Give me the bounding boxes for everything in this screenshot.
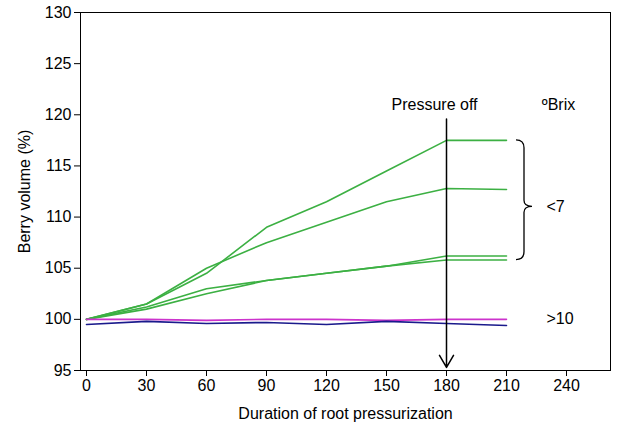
svg-text:>10: >10 <box>547 310 574 327</box>
svg-text:100: 100 <box>45 310 72 327</box>
svg-text:60: 60 <box>198 377 216 394</box>
svg-text:240: 240 <box>553 377 580 394</box>
svg-text:Pressure off: Pressure off <box>392 96 479 113</box>
svg-text:95: 95 <box>54 362 72 379</box>
svg-text:180: 180 <box>433 377 460 394</box>
svg-text:<7: <7 <box>547 198 565 215</box>
svg-text:150: 150 <box>373 377 400 394</box>
svg-text:210: 210 <box>493 377 520 394</box>
svg-text:120: 120 <box>313 377 340 394</box>
svg-text:110: 110 <box>46 208 72 225</box>
svg-text:120: 120 <box>45 106 72 123</box>
svg-text:130: 130 <box>45 4 72 21</box>
svg-text:Berry volume (%): Berry volume (%) <box>16 130 33 254</box>
svg-text:ºBrix: ºBrix <box>542 96 575 113</box>
svg-text:0: 0 <box>82 377 91 394</box>
svg-text:115: 115 <box>46 157 72 174</box>
svg-text:Duration of root pressurizatio: Duration of root pressurization <box>238 405 452 422</box>
svg-text:90: 90 <box>258 377 276 394</box>
svg-text:125: 125 <box>45 55 72 72</box>
svg-text:105: 105 <box>45 259 72 276</box>
svg-text:30: 30 <box>138 377 156 394</box>
